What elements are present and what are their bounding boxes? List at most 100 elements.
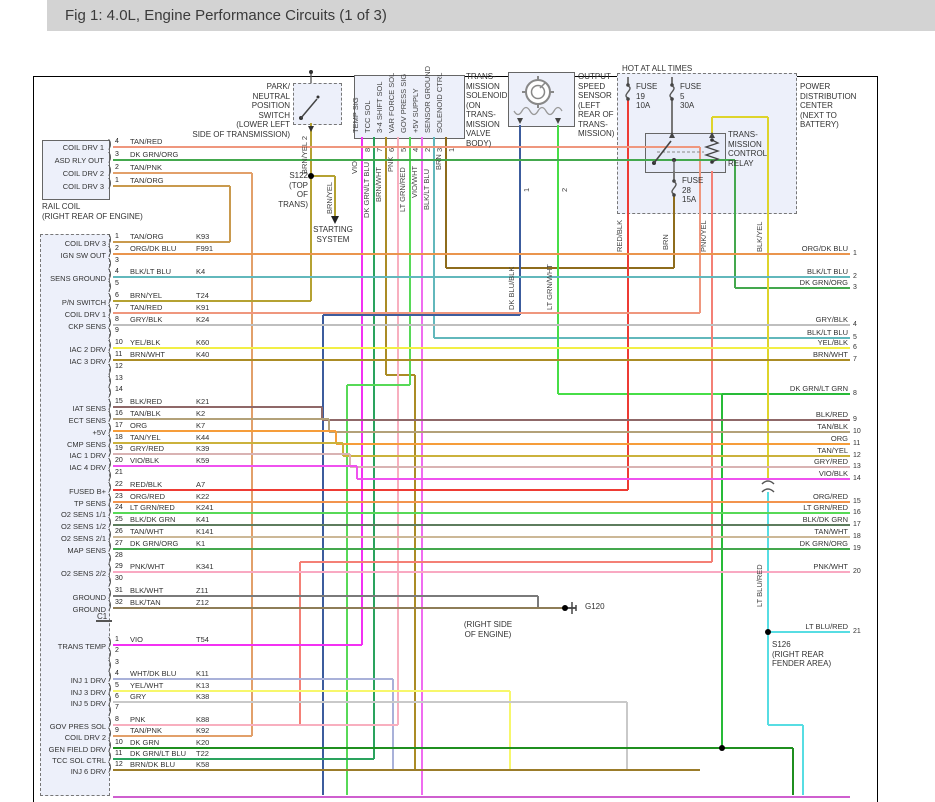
rotated-wire-label: VIO: [350, 161, 359, 174]
pin-bracket: ): [108, 693, 112, 705]
rotated-wire-label: GOV PRESS SIG: [399, 73, 408, 133]
wire-color-label: PNK/WHT: [813, 562, 848, 571]
wire: [113, 536, 850, 538]
pin-number: 1: [115, 233, 119, 240]
wire: [433, 137, 435, 338]
figure-title: Fig 1: 4.0L, Engine Performance Circuits…: [65, 7, 387, 24]
wire: [113, 430, 336, 432]
circuit-code: Z12: [196, 598, 209, 607]
wire-color-label: PNK: [130, 715, 146, 724]
pin-number: 19: [115, 445, 123, 452]
wire-color-label: DK GRN/ORG: [799, 278, 848, 287]
circuit-code: K341: [196, 562, 214, 571]
wire: [557, 125, 559, 394]
rotated-wire-label: 2: [423, 147, 432, 152]
wire: [434, 337, 850, 339]
note-text: FUSE 19 10A: [636, 82, 658, 110]
pin-number: 2: [115, 245, 119, 252]
wire: [711, 171, 713, 562]
wire: [699, 147, 701, 313]
circuit-code: A7: [196, 480, 206, 489]
pin-bracket: ): [108, 457, 112, 469]
note-text: POWER DISTRIBUTION CENTER (NEXT TO BATTE…: [800, 82, 857, 129]
splice-dot: [719, 745, 725, 751]
wire-color-label: GRY/BLK: [130, 315, 163, 324]
wire: [768, 724, 803, 726]
rotated-wire-label: LT GRN/WHT: [545, 264, 554, 310]
circuit-code: K241: [196, 503, 214, 512]
wire: [311, 175, 335, 177]
wire-color-label: GRY: [130, 692, 147, 701]
wire-color-label: TAN/WHT: [814, 527, 848, 536]
pin-number: 23: [115, 493, 123, 500]
pin-number: 24: [115, 504, 123, 511]
circuit-code: T54: [196, 635, 209, 644]
pin-function-label: +5V: [92, 428, 106, 437]
pin-function-label: GROUND: [72, 593, 106, 602]
wire-color-label: BLK/DK GRN: [802, 515, 848, 524]
wire: [768, 631, 850, 633]
pin-function-label: IAC 1 DRV: [69, 451, 106, 460]
pin-number: 12: [115, 363, 123, 370]
pin-bracket: ): [108, 704, 112, 716]
wire: [361, 137, 363, 645]
pin-bracket: ): [108, 587, 112, 599]
pin-bracket: ): [108, 552, 112, 564]
wire-number: 13: [853, 463, 861, 470]
pin-function-label: IAC 2 DRV: [69, 345, 106, 354]
wire: [350, 466, 850, 468]
wire: [722, 393, 850, 395]
pin-number: 14: [115, 386, 123, 393]
wire-color-label: YEL/BLK: [817, 338, 848, 347]
wire-color-label: TAN/PNK: [130, 163, 162, 172]
rotated-wire-label: SOLENOID CTRL: [435, 72, 444, 133]
circuit-code: K40: [196, 350, 210, 359]
pin-number: 3: [115, 659, 119, 666]
pin-bracket: ): [108, 398, 112, 410]
note-text: FUSE 5 30A: [680, 82, 702, 110]
pin-number: 28: [115, 552, 123, 559]
circuit-code: K58: [196, 760, 210, 769]
pin-number: 3: [115, 151, 119, 158]
pin-bracket: ): [108, 563, 112, 575]
pin-bracket: ): [108, 434, 112, 446]
wire-number: 9: [853, 416, 857, 423]
pin-bracket: ): [108, 682, 112, 694]
wire-color-label: RED/BLK: [130, 480, 163, 489]
wire: [113, 769, 700, 771]
wire: [113, 644, 362, 646]
pin-number: 8: [115, 316, 119, 323]
wire-number: 1: [853, 250, 857, 257]
circuit-code: K60: [196, 338, 210, 347]
rotated-wire-label: LT BLU/RED: [755, 564, 764, 607]
pin-bracket: ): [108, 164, 112, 176]
note-text: RAIL COIL (RIGHT REAR OF ENGINE): [42, 202, 143, 221]
rotated-wire-label: 8: [363, 147, 372, 152]
circuit-code: K24: [196, 315, 210, 324]
rotated-wire-label: LT GRN/RED: [398, 167, 407, 212]
wire: [446, 267, 674, 269]
rotated-wire-label: 3-4 SHIFT SOL: [375, 81, 384, 133]
wire: [734, 160, 736, 288]
pin-number: 9: [115, 327, 119, 334]
diagram-border-right: [877, 76, 878, 802]
pin-bracket: ): [108, 422, 112, 434]
rotated-wire-label: 7: [375, 147, 384, 152]
pin-function-label: GEN FIELD DRV: [48, 745, 106, 754]
rotated-wire-label: +5V SUPPLY: [411, 88, 420, 133]
pin-bracket: ): [108, 540, 112, 552]
wire: [113, 512, 850, 514]
pin-bracket: ): [108, 375, 112, 387]
wire-number: 14: [853, 475, 861, 482]
pin-number: 29: [115, 563, 123, 570]
pin-number: 16: [115, 410, 123, 417]
wire: [342, 443, 344, 456]
pin-bracket: ): [108, 469, 112, 481]
wire: [113, 241, 230, 243]
wire: [113, 185, 230, 187]
circuit-code: Z11: [196, 586, 209, 595]
circuit-code: K88: [196, 715, 210, 724]
pin-function-label: TRANS TEMP: [57, 642, 106, 651]
pin-number: 1: [115, 177, 119, 184]
wire: [113, 159, 735, 161]
